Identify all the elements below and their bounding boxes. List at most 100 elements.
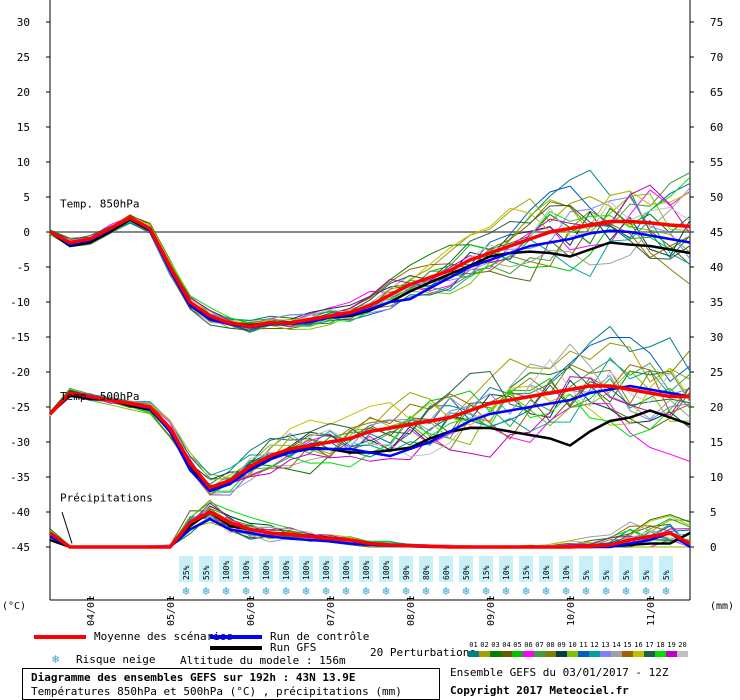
snow-risk-pct-group: 5% (582, 570, 591, 580)
right-tick-label: 70 (710, 51, 723, 64)
legend-gfs-label: Run GFS (270, 641, 317, 654)
snowflake-icon: ❄ (362, 584, 369, 598)
perturbation-swatch-number: 20 (678, 641, 687, 649)
perturbation-line (49, 207, 691, 322)
snow-risk-box (459, 556, 473, 582)
altitude-label: Altitude du modele : 156m (180, 654, 346, 667)
snow-risk-box (439, 556, 453, 582)
left-tick-label: 10 (17, 156, 30, 169)
snow-risk-box (559, 556, 573, 582)
t500-gfs-line (49, 394, 691, 492)
snowflake-icon: ❄ (642, 584, 649, 598)
main-series (48, 216, 691, 549)
snowflake-icon: ❄ (442, 584, 449, 598)
right-tick-label: 30 (710, 331, 723, 344)
date-label-group: 10/01 (566, 596, 577, 626)
date-label: 08/01 (406, 596, 417, 626)
perturbation-swatch-number: 03 (491, 641, 500, 649)
perturbation-swatch-number: 02 (480, 641, 489, 649)
right-tick-label: 25 (710, 366, 723, 379)
snow-risk-box (379, 556, 393, 582)
snow-risk-box (179, 556, 193, 582)
snowflake-icon: ❄ (462, 584, 469, 598)
date-label: 07/01 (326, 596, 337, 626)
snowflake-icon: ❄ (622, 584, 629, 598)
perturbation-swatch-number: 12 (590, 641, 599, 649)
right-tick-label: 15 (710, 436, 723, 449)
left-tick-label: -5 (17, 261, 30, 274)
date-label-group: 11/01 (646, 596, 657, 626)
date-label: 05/01 (166, 596, 177, 626)
snowflake-icon: ❄ (242, 584, 249, 598)
snow-risk-pct: 55% (202, 565, 211, 580)
snow-risk-box (479, 556, 493, 582)
snow-risk-pct-group: 60% (442, 565, 451, 580)
precip-mean-line (48, 510, 691, 549)
left-tick-label: -35 (10, 471, 30, 484)
snow-risk-pct-group: 80% (422, 565, 431, 580)
perturbation-swatch-number: 17 (645, 641, 654, 649)
date-label: 09/01 (486, 596, 497, 626)
snowflake-icon: ❄ (662, 584, 669, 598)
snowflake-icon: ❄ (302, 584, 309, 598)
snow-risk-pct: 10% (542, 565, 551, 580)
ensemble-chart: 302520151050-5-10-15-20-25-30-35-40-4575… (2, 0, 734, 626)
snowflake-icon: ❄ (422, 584, 429, 598)
snowflake-icon: ❄ (322, 584, 329, 598)
snow-risk-box (419, 556, 433, 582)
perturbation-swatch (512, 651, 523, 657)
snow-risk-pct: 5% (582, 570, 591, 580)
right-tick-label: 55 (710, 156, 723, 169)
legend-mean: Moyenne des scénarios (34, 630, 233, 643)
snow-risk-box (619, 556, 633, 582)
left-tick-label: -15 (10, 331, 30, 344)
date-label-group: 08/01 (406, 596, 417, 626)
snow-risk-pct: 10% (562, 565, 571, 580)
right-tick-label: 40 (710, 261, 723, 274)
snow-risk-box (499, 556, 513, 582)
right-tick-label: 0 (710, 541, 717, 554)
snow-risk-pct-group: 100% (302, 561, 311, 580)
left-axis-unit: (°C) (2, 601, 26, 612)
snowflake-icon: ❄ (282, 584, 289, 598)
right-tick-label: 45 (710, 226, 723, 239)
left-tick-label: 25 (17, 51, 30, 64)
snow-risk-box (659, 556, 673, 582)
legend-snow: ❄ Risque neige (34, 652, 155, 666)
date-label: 06/01 (246, 596, 257, 626)
right-tick-label: 20 (710, 401, 723, 414)
snow-risk-pct-group: 90% (402, 565, 411, 580)
right-axis-unit: (mm) (710, 601, 734, 612)
snow-risk-box (199, 556, 213, 582)
perturbation-line (49, 383, 691, 492)
snow-risk-pct: 10% (502, 565, 511, 580)
perturbation-swatch-number: 15 (623, 641, 632, 649)
snowflake-icon: ❄ (52, 652, 60, 666)
snow-risk-pct: 60% (442, 565, 451, 580)
snow-risk-pct-group: 100% (282, 561, 291, 580)
perturbation-swatch (490, 651, 501, 657)
snow-risk-pct-group: 15% (522, 565, 531, 580)
perturbation-swatch-number: 07 (535, 641, 544, 649)
date-label: 04/01 (86, 596, 97, 626)
left-tick-label: -20 (10, 366, 30, 379)
right-tick-label: 50 (710, 191, 723, 204)
snow-risk-pct-group: 100% (242, 561, 251, 580)
snow-risk-pct: 5% (622, 570, 631, 580)
date-label: 10/01 (566, 596, 577, 626)
right-tick-label: 65 (710, 86, 723, 99)
date-label-group: 06/01 (246, 596, 257, 626)
snow-risk-pct-group: 100% (342, 561, 351, 580)
snowflake-icon: ❄ (342, 584, 349, 598)
left-tick-label: 20 (17, 86, 30, 99)
date-label-group: 07/01 (326, 596, 337, 626)
perturbation-swatch (633, 651, 644, 657)
snowflake-icon: ❄ (602, 584, 609, 598)
snow-risk-box (539, 556, 553, 582)
perturbation-swatch (622, 651, 633, 657)
legend-control-label: Run de contrôle (270, 630, 370, 643)
snow-risk-box (339, 556, 353, 582)
snowflake-icon: ❄ (522, 584, 529, 598)
footer-subtitle: Températures 850hPa et 500hPa (°C) , pré… (31, 685, 402, 698)
perturbation-swatch-number: 19 (667, 641, 676, 649)
